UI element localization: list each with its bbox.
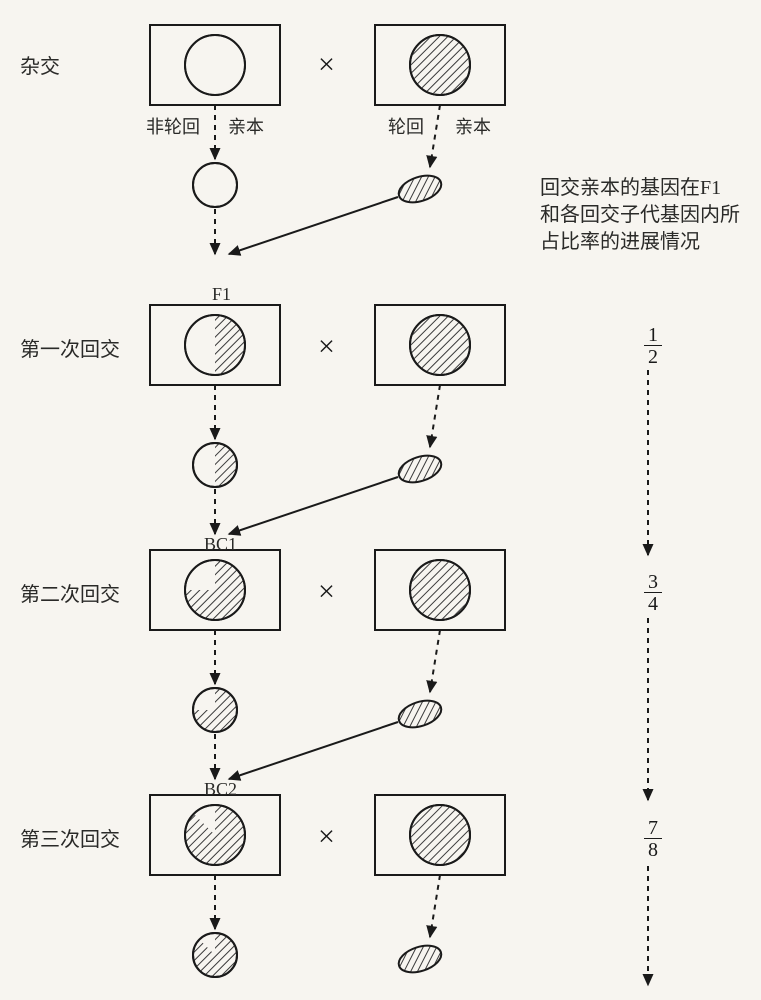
label-bc1: BC1 bbox=[204, 534, 237, 555]
circle-left-2 bbox=[185, 560, 245, 620]
fraction-2: 78 bbox=[644, 818, 662, 860]
arrow-down-right-1 bbox=[430, 385, 440, 447]
parent-right-post: 亲本 bbox=[455, 113, 491, 139]
gamete-left-1 bbox=[193, 443, 237, 487]
circle-left-3 bbox=[185, 805, 245, 865]
arrow-down-right-2 bbox=[430, 630, 440, 692]
parent-left-pre: 非轮回 bbox=[146, 113, 200, 139]
circle-right-2 bbox=[410, 560, 470, 620]
arrow-down-right-0 bbox=[430, 105, 440, 167]
fraction-0: 12 bbox=[644, 325, 662, 367]
gamete-right-1 bbox=[395, 451, 444, 487]
fraction-1: 34 bbox=[644, 572, 662, 614]
arrow-diag-2 bbox=[229, 722, 398, 779]
row-label-3: 第三次回交 bbox=[20, 823, 120, 852]
circle-right-0 bbox=[410, 35, 470, 95]
circle-right-3 bbox=[410, 805, 470, 865]
arrow-diag-0 bbox=[229, 197, 398, 254]
label-bc2: BC2 bbox=[204, 779, 237, 800]
row-label-2: 第二次回交 bbox=[20, 578, 120, 607]
gamete-right-3 bbox=[395, 941, 444, 977]
gamete-left-3 bbox=[193, 933, 237, 977]
row-label-1: 第一次回交 bbox=[20, 333, 120, 362]
description-text: 回交亲本的基因在F1和各回交子代基因内所占比率的进展情况 bbox=[540, 175, 740, 256]
circle-right-1 bbox=[410, 315, 470, 375]
arrow-diag-1 bbox=[229, 477, 398, 534]
cross-sign-2: × bbox=[318, 575, 335, 609]
circle-left-0 bbox=[185, 35, 245, 95]
cross-sign-3: × bbox=[318, 820, 335, 854]
gamete-right-2 bbox=[395, 696, 444, 732]
row-label-0: 杂交 bbox=[20, 50, 60, 79]
circle-left-1 bbox=[185, 315, 245, 375]
gamete-right-0 bbox=[395, 171, 444, 207]
parent-left-post: 亲本 bbox=[228, 113, 264, 139]
cross-sign-1: × bbox=[318, 330, 335, 364]
gamete-left-2 bbox=[193, 688, 237, 732]
label-f1: F1 bbox=[212, 284, 231, 305]
parent-right-pre: 轮回 bbox=[388, 113, 424, 139]
cross-sign-0: × bbox=[318, 48, 335, 82]
arrow-down-right-3 bbox=[430, 875, 440, 937]
gamete-left-0 bbox=[193, 163, 237, 207]
